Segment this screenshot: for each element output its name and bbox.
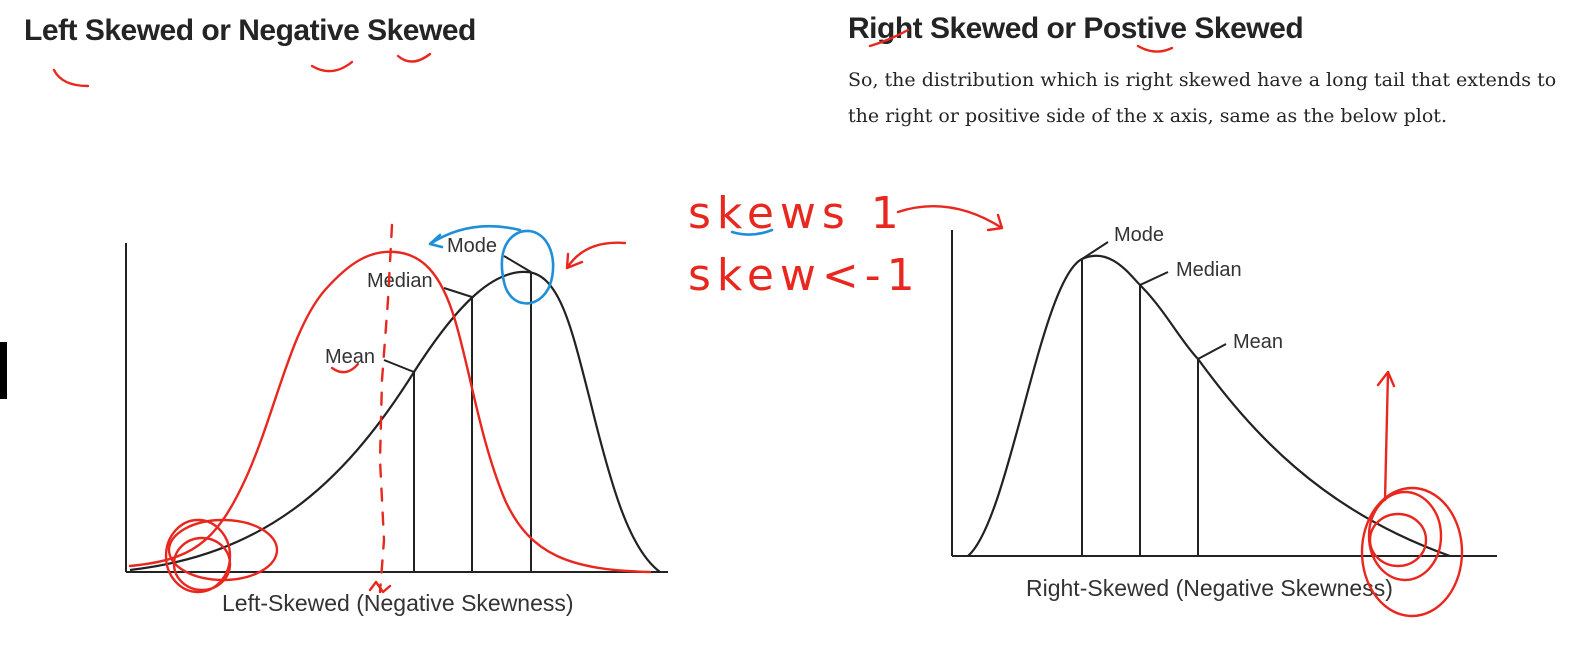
underline-left — [52, 68, 90, 88]
right-tail-circle-1 — [1360, 486, 1464, 618]
right-skewed-description: So, the distribution which is right skew… — [848, 62, 1593, 134]
mean-label-mark — [330, 362, 360, 374]
underline-negative — [310, 60, 354, 73]
heading-underline-annotations — [52, 28, 1174, 88]
handwritten-notes: skews 1 skew<-1 — [688, 188, 921, 301]
right-tail-circle-2 — [1367, 490, 1443, 582]
left-tail-circle-2 — [164, 518, 232, 594]
center-dashed-line — [378, 223, 394, 594]
left-skewed-heading: Left Skewed or Negative Skewed — [24, 14, 476, 47]
underline-postive — [1136, 44, 1174, 53]
right-figure-annotations — [896, 205, 1464, 618]
right-skewed-heading: Right Skewed or Postive Skewed — [848, 12, 1304, 45]
left-mode-label: Mode — [447, 235, 497, 257]
description-line-1: So, the distribution which is right skew… — [848, 69, 1557, 91]
underline-skewed — [396, 52, 432, 63]
right-skew-diagram: Mode Median Mean Right-Skewed (Negative … — [951, 224, 1497, 601]
curved-arrow-to-right-chart — [896, 205, 1004, 232]
center-base-tick — [368, 580, 392, 594]
description-line-2: the right or positive side of the x axis… — [848, 105, 1447, 127]
hand-drawn-normal-curve — [128, 250, 652, 574]
right-skew-curve — [967, 254, 1451, 558]
mode-circle — [500, 229, 555, 305]
right-mean-label: Mean — [1233, 331, 1283, 353]
left-chart-caption: Left-Skewed (Negative Skewness) — [222, 590, 574, 616]
mode-pointer-arrow — [565, 241, 627, 270]
left-figure-annotations — [128, 223, 652, 594]
right-tail-up-arrow — [1376, 370, 1396, 502]
left-mean-leader — [383, 359, 415, 373]
left-mode-leader — [503, 255, 532, 273]
left-skew-curve — [129, 270, 661, 573]
left-median-label: Median — [367, 270, 433, 292]
right-median-leader — [1139, 271, 1169, 286]
note-blue-underline — [730, 228, 774, 236]
left-skew-diagram: Mode Median Mean Left-Skewed (Negative S… — [125, 235, 668, 616]
right-tail-circle-3 — [1368, 512, 1428, 568]
mode-blue-arrow — [428, 224, 522, 249]
left-mean-label: Mean — [325, 346, 375, 368]
left-edge-marker — [0, 342, 7, 399]
underline-right — [868, 28, 910, 48]
handwritten-note-2: skew<-1 — [688, 250, 921, 301]
right-mode-leader — [1081, 241, 1109, 260]
right-median-label: Median — [1176, 259, 1242, 281]
left-tail-circle-3 — [172, 536, 232, 592]
right-mode-label: Mode — [1114, 224, 1164, 246]
right-mean-leader — [1197, 343, 1227, 360]
handwritten-note-1: skews 1 — [688, 188, 905, 239]
right-chart-caption: Right-Skewed (Negative Skewness) — [1026, 575, 1393, 601]
left-median-leader — [443, 287, 473, 298]
